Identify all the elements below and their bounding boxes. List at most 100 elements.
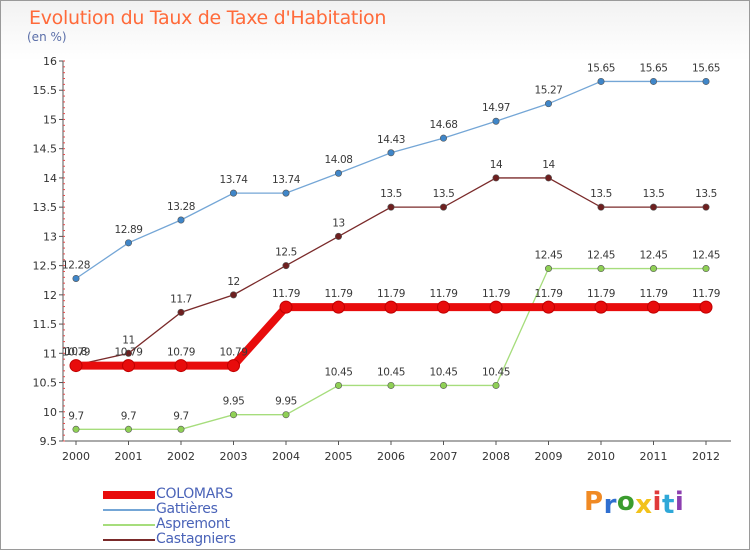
data-label-castagniers: 11.7: [170, 293, 192, 305]
y-tick-label: 14.5: [33, 143, 58, 156]
data-label-aspremont: 10.45: [429, 366, 457, 378]
y-tick-label: 13.5: [33, 201, 58, 214]
data-label-aspremont: 12.45: [692, 250, 720, 262]
point-aspremont: [597, 265, 605, 273]
data-label-castagniers: 13.5: [643, 188, 665, 200]
x-tick-label: 2012: [692, 450, 720, 463]
data-label-colomars: 11.79: [377, 288, 405, 300]
data-label-gattières: 13.74: [219, 174, 248, 186]
data-label-aspremont: 10.45: [482, 366, 510, 378]
y-tick-label: 11.5: [33, 318, 58, 331]
point-colomars: [437, 300, 450, 314]
data-label-colomars: 11.79: [272, 288, 300, 300]
point-castagniers: [597, 203, 605, 211]
y-tick-label: 12.5: [33, 260, 58, 273]
y-tick-label: 16: [43, 55, 57, 68]
logo-letter: i: [652, 487, 662, 517]
point-gattières: [492, 117, 500, 125]
logo-letter: r: [603, 490, 617, 520]
x-tick-label: 2003: [220, 450, 248, 463]
x-tick-label: 2005: [325, 450, 353, 463]
y-tick-label: 11: [43, 347, 57, 360]
point-colomars: [594, 300, 608, 314]
point-castagniers: [125, 349, 133, 357]
data-label-gattières: 14.08: [324, 154, 352, 166]
unit-label: (en %): [27, 30, 67, 44]
point-castagniers: [387, 203, 395, 211]
data-label-castagniers: 14: [490, 159, 503, 171]
point-gattières: [72, 274, 80, 282]
logo-letter: x: [635, 490, 653, 520]
data-label-gattières: 14.43: [377, 134, 405, 146]
point-castagniers: [282, 262, 290, 270]
axes: 9.5 10 10.5 11 11.5 12 12.5 13 13.5 14 14.5 15 15.5 1…: [33, 55, 731, 463]
point-aspremont: [125, 425, 133, 433]
point-castagniers: [334, 232, 342, 240]
x-tick-label: 2002: [167, 450, 195, 463]
x-tick-label: 2006: [377, 450, 405, 463]
data-label-gattières: 12.89: [114, 224, 142, 236]
data-label-colomars: 11.79: [534, 288, 562, 300]
data-label-gattières: 15.27: [534, 85, 562, 97]
y-tick-label: 15.5: [33, 84, 58, 97]
legend-swatch: [103, 491, 155, 499]
point-aspremont: [439, 381, 447, 389]
point-colomars: [174, 359, 188, 373]
data-label-castagniers: 12.5: [275, 247, 297, 259]
legend-label: Gattières: [156, 501, 218, 517]
data-label-aspremont: 9.7: [68, 410, 84, 422]
point-aspremont: [492, 381, 500, 389]
series-markers: [69, 77, 713, 433]
point-aspremont: [334, 381, 342, 389]
data-label-aspremont: 12.45: [587, 250, 615, 262]
y-tick-label: 15: [43, 113, 57, 126]
x-tick-label: 2000: [62, 450, 90, 463]
data-label-aspremont: 10.45: [324, 366, 352, 378]
line-chart: 9.5 10 10.5 11 11.5 12 12.5 13 13.5 14 14.5 15 15.5 1…: [33, 55, 731, 463]
point-gattières: [387, 149, 395, 157]
data-label-aspremont: 12.45: [534, 250, 562, 262]
data-label-gattières: 12.28: [62, 259, 90, 271]
data-label-castagniers: 13: [332, 217, 345, 229]
point-aspremont: [282, 411, 290, 419]
data-label-castagniers: 13.5: [380, 188, 402, 200]
data-label-colomars: 10.79: [114, 347, 142, 359]
x-tick-label: 2004: [272, 450, 300, 463]
point-gattières: [439, 134, 447, 142]
point-gattières: [177, 216, 185, 224]
point-gattières: [702, 77, 710, 85]
point-colomars: [332, 300, 345, 314]
point-aspremont: [649, 265, 657, 273]
point-gattières: [125, 239, 133, 247]
y-tick-label: 10: [43, 406, 57, 419]
logo-letter: P: [584, 487, 604, 517]
data-label-colomars: 10.79: [219, 347, 247, 359]
x-tick-label: 2011: [640, 450, 668, 463]
y-tick-label: 10.5: [33, 377, 58, 390]
x-tick-label: 2001: [115, 450, 143, 463]
data-label-gattières: 15.65: [587, 62, 615, 74]
x-tick-label: 2008: [482, 450, 510, 463]
data-label-colomars: 11.79: [429, 288, 457, 300]
point-colomars: [542, 300, 555, 314]
data-label-gattières: 13.28: [167, 201, 195, 213]
point-aspremont: [544, 265, 552, 273]
y-tick-label: 14: [43, 172, 57, 185]
data-label-colomars: 11.79: [587, 288, 615, 300]
data-label-gattières: 15.65: [639, 62, 667, 74]
point-gattières: [649, 77, 657, 85]
point-castagniers: [439, 203, 447, 211]
data-label-colomars: 11.79: [482, 288, 510, 300]
point-colomars: [69, 359, 83, 373]
point-gattières: [597, 77, 605, 85]
chart-title: Evolution du Taux de Taxe d'Habitation: [29, 7, 387, 29]
data-label-gattières: 14.97: [482, 102, 510, 114]
x-tick-label: 2010: [587, 450, 615, 463]
proxiti-logo: Proxiti: [584, 487, 684, 520]
point-aspremont: [387, 381, 395, 389]
point-colomars: [122, 359, 135, 373]
data-label-castagniers: 13.5: [695, 188, 717, 200]
data-labels: 10.8 11 11.7 12 12.5 13 13.5 13.5 14 14 13.5 13.5 13…: [62, 62, 720, 422]
y-tick-label: 13: [43, 230, 57, 243]
data-label-castagniers: 10.8: [65, 346, 87, 358]
